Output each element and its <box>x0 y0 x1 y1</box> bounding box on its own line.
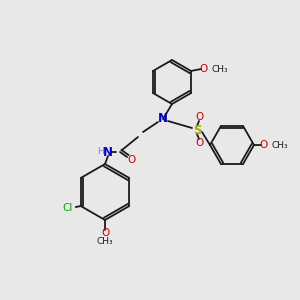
Text: O: O <box>128 155 136 165</box>
Text: N: N <box>158 112 168 125</box>
Text: H: H <box>98 146 104 155</box>
Text: O: O <box>199 64 207 74</box>
Text: CH₃: CH₃ <box>97 236 113 245</box>
Text: Cl: Cl <box>63 203 73 213</box>
Text: O: O <box>101 228 109 238</box>
Text: N: N <box>103 146 113 158</box>
Text: S: S <box>193 124 201 136</box>
Text: O: O <box>195 138 203 148</box>
Text: CH₃: CH₃ <box>272 140 289 149</box>
Text: O: O <box>259 140 267 150</box>
Text: O: O <box>195 112 203 122</box>
Text: CH₃: CH₃ <box>211 64 228 74</box>
